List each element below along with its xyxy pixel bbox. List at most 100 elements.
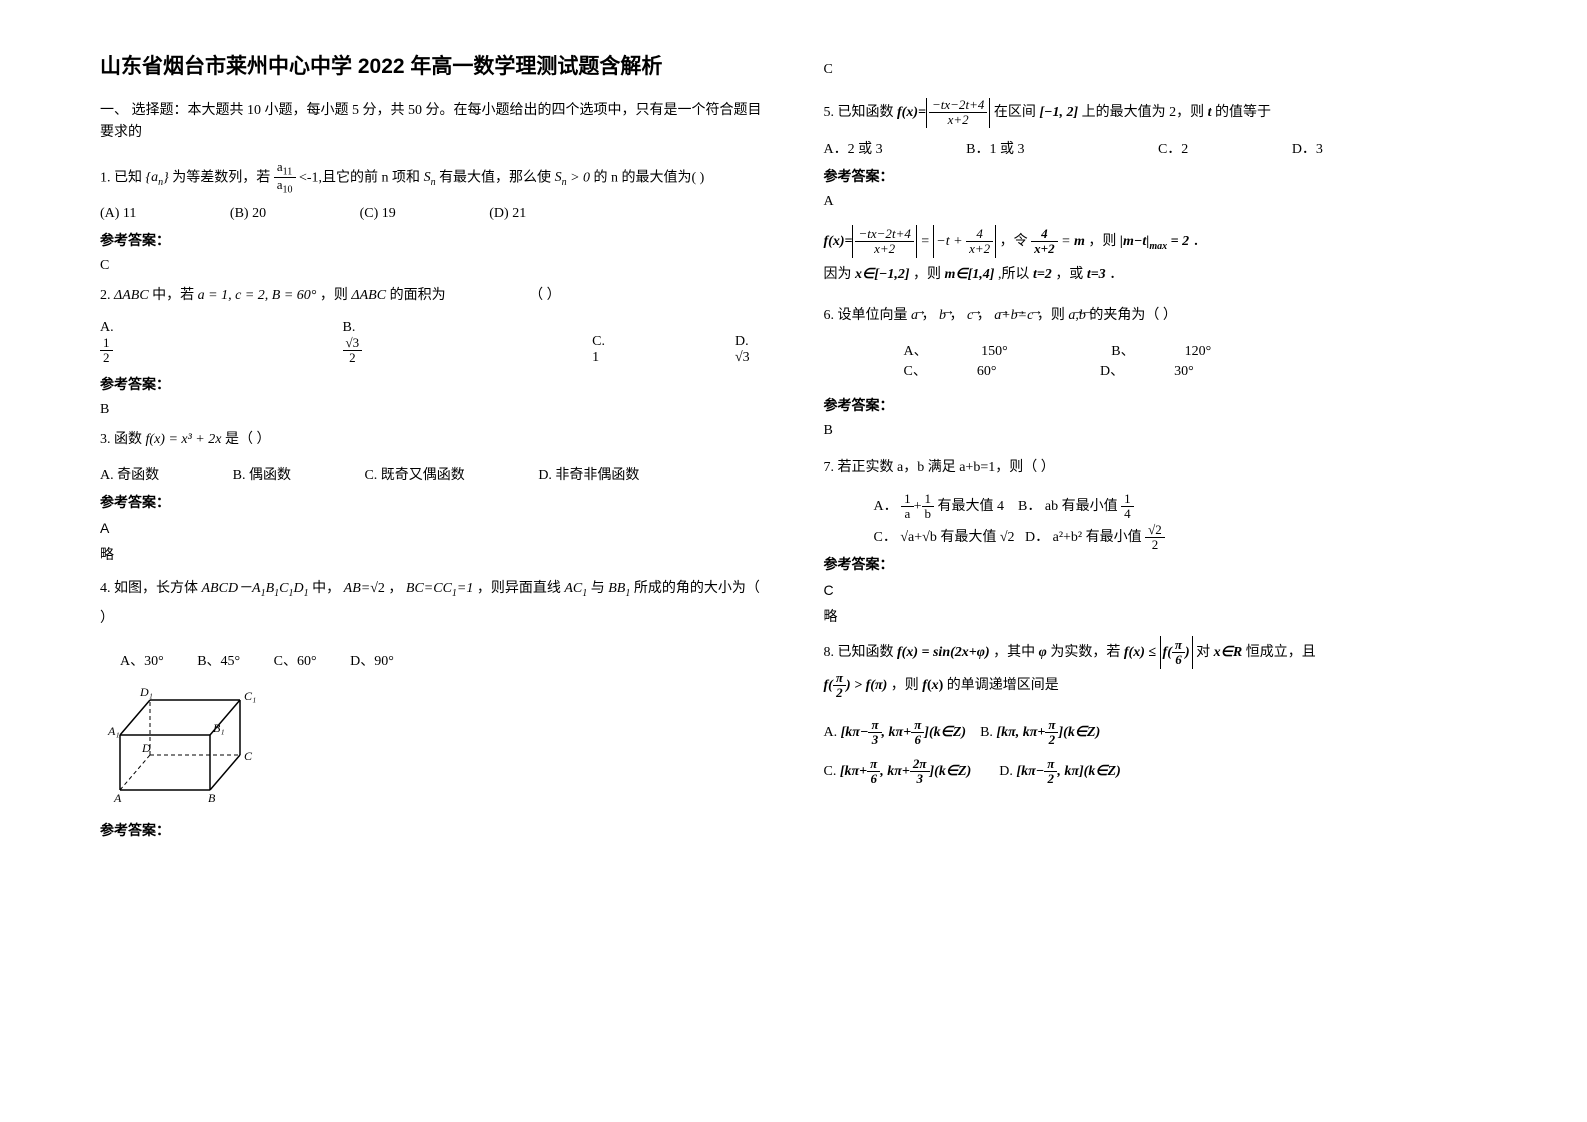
q5e-f2: ,所以: [998, 267, 1030, 282]
q6-ab: →a,→b: [1068, 308, 1086, 323]
q6d-label: D、: [1100, 360, 1124, 380]
q4-bb1: BB1: [608, 581, 630, 596]
q3-stem-2: 是（ ）: [225, 432, 271, 447]
q3-note: 略: [100, 544, 764, 564]
svg-text:A₁: A₁: [107, 724, 120, 738]
q2-opt-a: A. 12: [100, 320, 213, 366]
q4-bc: BC=CC1=1: [406, 581, 473, 596]
q8-options: A. [kπ−π3, kπ+π6](k∈Z) B. [kπ, kπ+π2](k∈…: [824, 713, 1488, 791]
q4-answer-label: 参考答案：: [100, 820, 764, 840]
q3-opt-c: C. 既奇又偶函数: [364, 464, 464, 484]
q7b-d: 4: [1121, 507, 1134, 521]
q2-stem-3: ，则: [320, 288, 348, 303]
q7d-d: 2: [1145, 538, 1165, 552]
q5-stem-1: 5. 已知函数: [824, 105, 894, 120]
question-7: 7. 若正实数 a，b 满足 a+b=1，则（ ）: [824, 454, 1488, 482]
q8a-label: A.: [824, 725, 838, 740]
q4-stem-3: ，: [388, 581, 402, 596]
q5e-g: ，或: [1055, 267, 1083, 282]
q4-opt-d: D、90°: [350, 650, 394, 670]
q8-stem-1: 8. 已知函数: [824, 645, 894, 660]
q4-stem-1: 4. 如图，长方体: [100, 581, 202, 596]
q1-opt-d: (D) 21: [489, 206, 526, 222]
q5-interval: [−1, 2]: [1039, 105, 1078, 120]
q2-answer-label: 参考答案：: [100, 374, 764, 394]
q7a-d1: a: [901, 507, 914, 521]
question-6: 6. 设单位向量 →a ， →b ， →c ， →a+→b=→c ，则 →a,→…: [824, 302, 1488, 330]
q5e-m: m∈[1,4]: [945, 267, 995, 282]
q5-explanation: f(x)=−tx−2t+4x+2 = −t + 4x+2 ，令 4x+2 = m…: [824, 225, 1488, 292]
q6c-label: C、: [904, 360, 927, 380]
q6a-label: A、: [904, 340, 928, 360]
q5e-max: |m−t|max = 2: [1120, 234, 1189, 249]
q5e-e: ，则: [913, 267, 941, 282]
svg-text:B₁: B₁: [213, 721, 225, 735]
q7-answer-label: 参考答案：: [824, 554, 1488, 574]
q1-stem-5: 的 n 的最大值为( ): [594, 170, 705, 185]
q6d-val: 30°: [1174, 364, 1194, 380]
q2-stem-1: 2.: [100, 288, 114, 303]
q7-options: A． 1a+1b 有最大值 4 B． ab 有最小值 14 C． √a+√b 有…: [874, 492, 1488, 554]
q6-opt-d: D、 30°: [1100, 360, 1244, 380]
q4-opt-c: C、60°: [274, 650, 317, 670]
q5-opt-c: C．2: [1158, 138, 1188, 158]
q5-options: A．2 或 3 B．1 或 3 C．2 D．3: [824, 138, 1488, 158]
q5e-d: 因为: [824, 267, 852, 282]
q1-answer: C: [100, 258, 764, 274]
q5e-h: ．: [1109, 267, 1123, 282]
question-5: 5. 已知函数 f(x)=−tx−2t+4x+2 在区间 [−1, 2] 上的最…: [824, 98, 1488, 128]
q1-options: (A) 11 (B) 20 (C) 19 (D) 21: [100, 206, 764, 222]
q1-stem-3: <-1,且它的前 n 项和: [299, 170, 420, 185]
q8-opt-d: D. [kπ−π2, kπ](k∈Z): [999, 764, 1120, 779]
q8-stem-6: ，则: [891, 678, 919, 693]
q8-gt: f(π2) > f(π): [824, 678, 888, 693]
question-2: 2. ΔABC 中，若 a = 1, c = 2, B = 60° ，则 ΔAB…: [100, 282, 764, 310]
q6-answer: B: [824, 423, 1488, 439]
q8-stem-7: 的单调递增区间是: [947, 678, 1059, 693]
q2-opt-d-val: √3: [735, 350, 750, 366]
svg-text:A: A: [113, 791, 122, 805]
q2b-num: √3: [343, 336, 363, 351]
q8-opt-a: A. [kπ−π3, kπ+π6](k∈Z): [824, 725, 970, 740]
q7-opt-a-label: A．: [874, 499, 902, 514]
q6-opt-b: B、120°: [1111, 340, 1261, 360]
q3-options: A. 奇函数 B. 偶函数 C. 既奇又偶函数 D. 非奇非偶函数: [100, 464, 764, 484]
q4-options: A、30° B、45° C、60° D、90°: [120, 650, 764, 670]
q2a-den: 2: [100, 351, 113, 365]
q5e-t3: t=3: [1087, 267, 1106, 282]
q5e-x: x∈[−1,2]: [855, 267, 910, 282]
q8-stem-4: 对: [1196, 645, 1210, 660]
q6c-val: 60°: [977, 364, 997, 380]
q8-stem-2: ，其中: [993, 645, 1035, 660]
q7-sqrt2: √2: [1000, 530, 1015, 545]
q2b-den: 2: [343, 351, 363, 365]
q7-opt-d-text: D． a²+b² 有最小值: [1025, 530, 1142, 545]
q4-cuboid: ABCD－A1B1C1D1: [202, 581, 309, 596]
q2-stem-2: 中，若: [152, 288, 194, 303]
q6b-val: 120°: [1185, 344, 1212, 360]
q1-stem-4: 有最大值，那么使: [439, 170, 551, 185]
q3-opt-b: B. 偶函数: [233, 464, 291, 484]
q2a-num: 1: [100, 336, 113, 351]
q3-opt-a: A. 奇函数: [100, 464, 159, 484]
q4-ab: AB=: [344, 581, 371, 596]
q7-answer: C: [824, 582, 1488, 598]
svg-text:B: B: [208, 791, 216, 805]
svg-text:D: D: [141, 741, 151, 755]
q4-stem-4: ，则异面直线: [477, 581, 565, 596]
q5e-a: ，令: [1000, 234, 1028, 249]
q5e-f: f(x)=−tx−2t+4x+2 = −t + 4x+2: [824, 234, 997, 249]
q5e-sub: 4x+2 = m: [1031, 234, 1085, 249]
cuboid-figure: A B C D A₁ B₁ C₁ D₁: [100, 680, 260, 810]
q2-options: A. 12 B. √32 C. 1 D. √3: [100, 320, 764, 366]
q5-opt-a: A．2 或 3: [824, 138, 883, 158]
q5-stem-2: 在区间: [994, 105, 1036, 120]
q8d-label: D.: [999, 764, 1013, 779]
q5-stem-4: 的值等于: [1215, 105, 1271, 120]
q6a-val: 150°: [981, 344, 1008, 360]
q8b-label: B.: [980, 725, 993, 740]
q8-opt-b: B. [kπ, kπ+π2](k∈Z): [980, 725, 1100, 740]
q6-c: →c: [967, 308, 973, 323]
q5-func: f(x)=−tx−2t+4x+2: [897, 105, 990, 120]
q7-opt-c-text: 有最大值: [940, 530, 996, 545]
